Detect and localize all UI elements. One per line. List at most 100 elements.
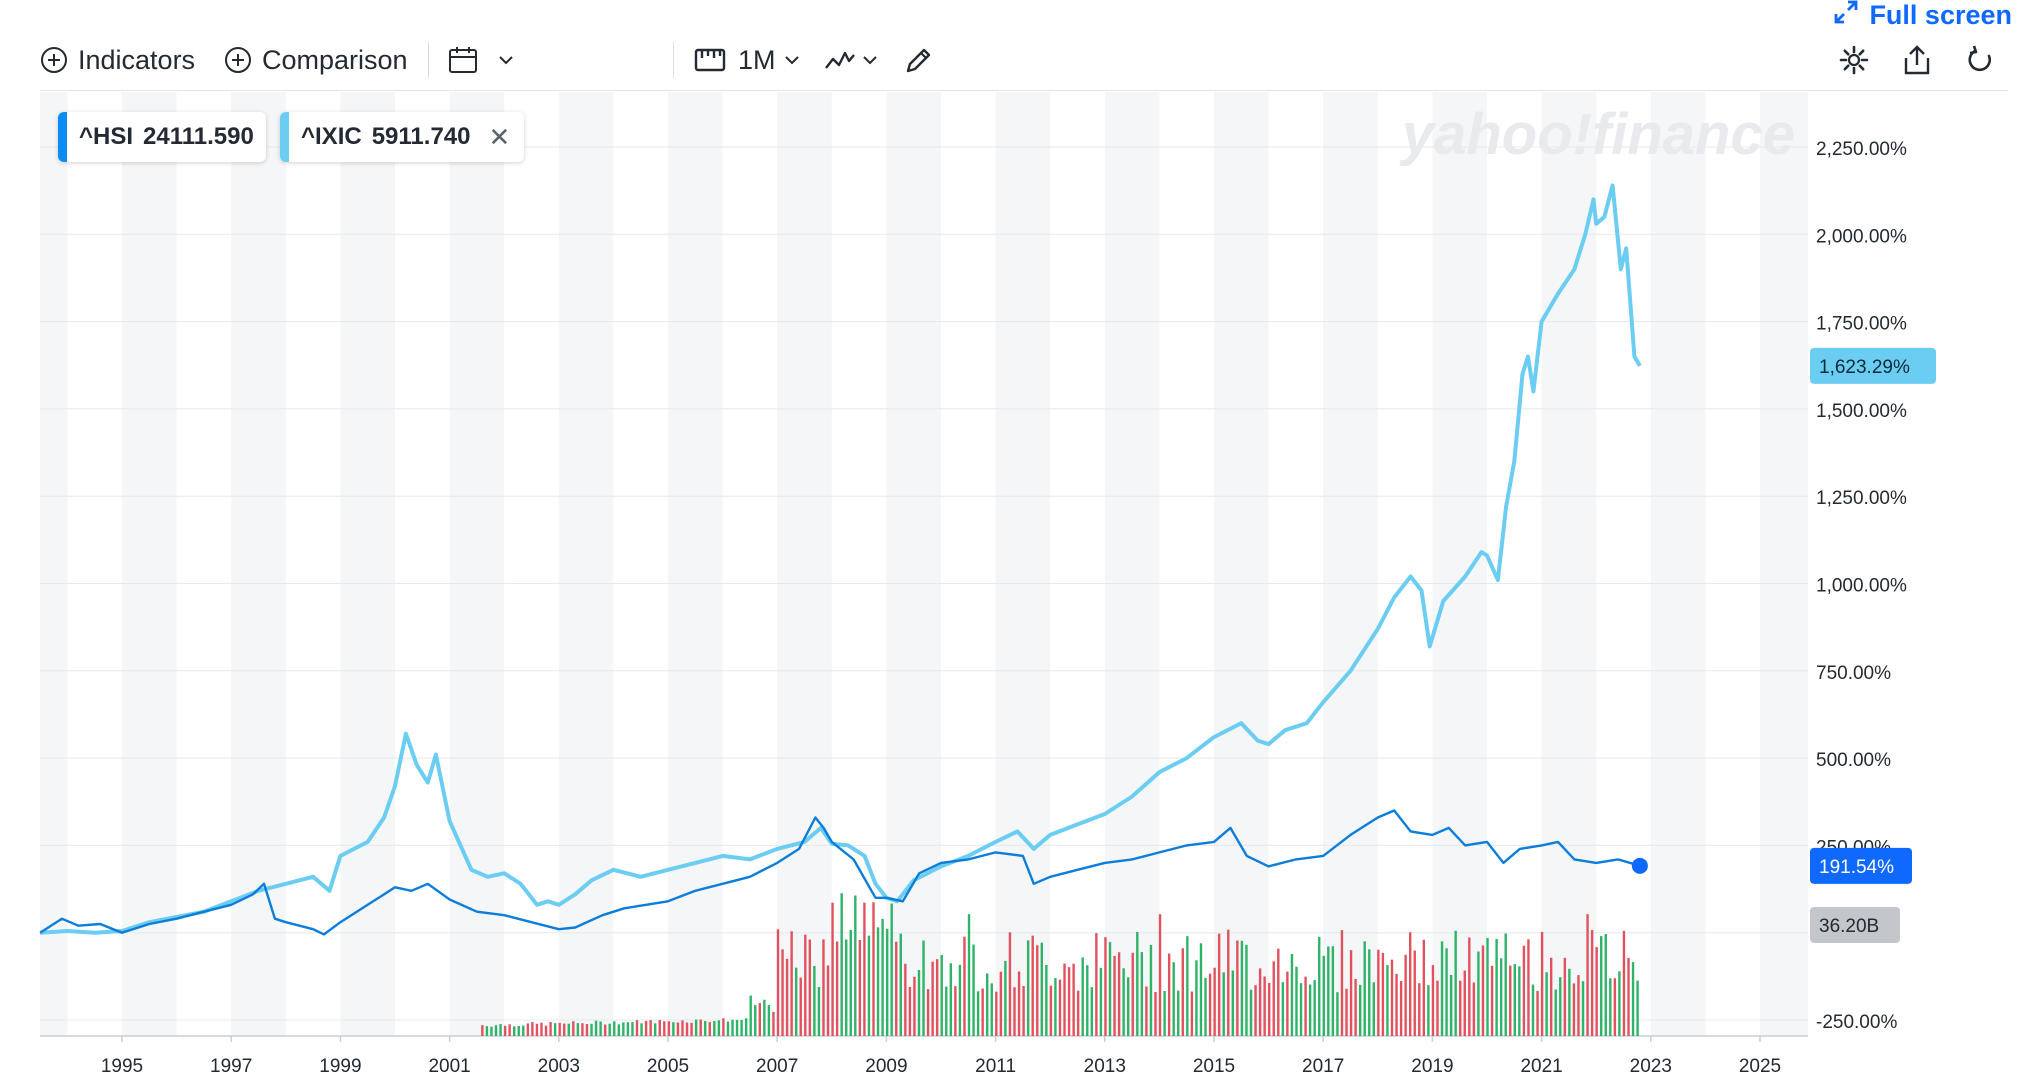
volume-bar (922, 940, 925, 1036)
chart-toolbar: Indicators Comparison 1M (0, 0, 2032, 92)
volume-bar (940, 955, 943, 1036)
volume-bar (995, 991, 998, 1036)
volume-bar (799, 977, 802, 1036)
volume-bar (999, 971, 1003, 1036)
volume-bar (1036, 945, 1039, 1036)
volume-bar (826, 965, 830, 1036)
volume-bar (1377, 949, 1380, 1036)
volume-bar (913, 976, 916, 1036)
volume-bar (1399, 981, 1403, 1036)
yahoo-finance-watermark: yahoo!finance (1399, 102, 1795, 167)
volume-bar (1472, 982, 1476, 1036)
volume-bar (594, 1020, 598, 1036)
volume-bar (1236, 940, 1239, 1036)
volume-bar (881, 918, 884, 1036)
y-tick-label: 2,000.00% (1816, 226, 1907, 247)
volume-bar (1136, 931, 1139, 1036)
volume-bar (1577, 975, 1580, 1036)
x-tick-label: 2005 (647, 1056, 689, 1077)
x-tick-label: 2011 (975, 1056, 1016, 1077)
last-point-marker[interactable] (1631, 857, 1648, 874)
chevron-down-icon (862, 54, 878, 66)
volume-bar (1004, 960, 1007, 1036)
x-tick-label: 2021 (1520, 1056, 1562, 1077)
draw-button[interactable] (904, 42, 934, 78)
volume-bar (1076, 990, 1080, 1036)
volume-bar (603, 1024, 607, 1036)
x-tick-label: 1995 (101, 1056, 143, 1077)
date-range-button[interactable] (448, 42, 514, 78)
volume-last-badge-text: 36.20B (1819, 916, 1879, 937)
volume-bar (1054, 978, 1057, 1036)
volume-bar (1336, 992, 1339, 1036)
comparison-button[interactable]: Comparison (224, 42, 408, 78)
series-line-ixic[interactable] (39, 183, 1642, 935)
year-band (122, 92, 177, 1036)
volume-bar (1222, 972, 1225, 1036)
year-band (1432, 92, 1487, 1036)
volume-bar (1058, 979, 1062, 1036)
volume-bar (490, 1026, 493, 1036)
share-button[interactable] (1902, 42, 1932, 78)
volume-bar (499, 1024, 502, 1036)
volume-bar (1459, 980, 1462, 1036)
volume-bar (1104, 937, 1107, 1036)
volume-bar (1422, 939, 1426, 1036)
ixic-last-badge-bg (1810, 347, 1936, 384)
volume-bar (817, 987, 821, 1036)
volume-bar (849, 929, 852, 1036)
interval-button[interactable]: 1M (694, 42, 800, 78)
volume-bar (1495, 938, 1498, 1036)
volume-bar (863, 902, 866, 1036)
legend-chip-ixic[interactable]: ^IXIC 5911.740 ✕ (280, 112, 525, 162)
x-tick-label: 2003 (538, 1056, 580, 1077)
year-band (1323, 92, 1378, 1036)
year-band (995, 92, 1051, 1036)
indicators-button[interactable]: Indicators (40, 42, 195, 78)
volume-last-badge-bg (1810, 907, 1900, 943)
volume-bar (558, 1022, 561, 1036)
legend-chip-hsi[interactable]: ^HSI 24111.590 (58, 112, 266, 162)
ixic-last-badge: 1,623.29% (1810, 347, 1936, 384)
volume-bar (713, 1021, 716, 1036)
volume-bar (986, 973, 989, 1036)
volume-bar (676, 1022, 680, 1036)
legend-symbol: ^IXIC (301, 123, 362, 150)
volume-bar (763, 999, 766, 1036)
y-tick-label: -250.00% (1816, 1012, 1897, 1033)
volume-bar (1477, 951, 1480, 1036)
fullscreen-button[interactable]: Full screen (1833, 0, 2012, 30)
volume-bar (1581, 981, 1585, 1036)
reset-button[interactable] (1966, 42, 1996, 78)
x-tick-label: 2017 (1302, 1056, 1344, 1077)
chart-type-button[interactable] (824, 42, 878, 78)
series-line-hsi[interactable] (39, 809, 1641, 936)
volume-bar (963, 936, 966, 1036)
volume-bar (1272, 961, 1275, 1036)
volume-bar (1549, 957, 1553, 1036)
legend-symbol: ^HSI (79, 123, 134, 150)
settings-button[interactable] (1838, 42, 1870, 78)
x-tick-label: 2015 (1193, 1056, 1235, 1077)
calendar-icon (448, 46, 480, 74)
volume-bar (572, 1021, 575, 1036)
volume-bar (1140, 952, 1144, 1036)
year-band (886, 92, 941, 1036)
volume-bar (1427, 985, 1430, 1036)
volume-bar (1258, 968, 1262, 1036)
legend-color-swatch (280, 112, 289, 162)
volume-bar (1208, 973, 1212, 1036)
x-tick-label: 2001 (428, 1056, 470, 1077)
volume-bar (931, 961, 934, 1036)
volume-bar (1381, 952, 1385, 1036)
volume-bar (1090, 987, 1094, 1036)
volume-bar (740, 1019, 743, 1036)
volume-bar (1590, 930, 1594, 1036)
volume-bar (1509, 965, 1512, 1036)
volume-bar (1618, 971, 1621, 1036)
volume-bar (990, 983, 993, 1036)
volume-bar (494, 1025, 498, 1036)
year-band (558, 92, 614, 1036)
close-icon[interactable]: ✕ (488, 121, 511, 152)
